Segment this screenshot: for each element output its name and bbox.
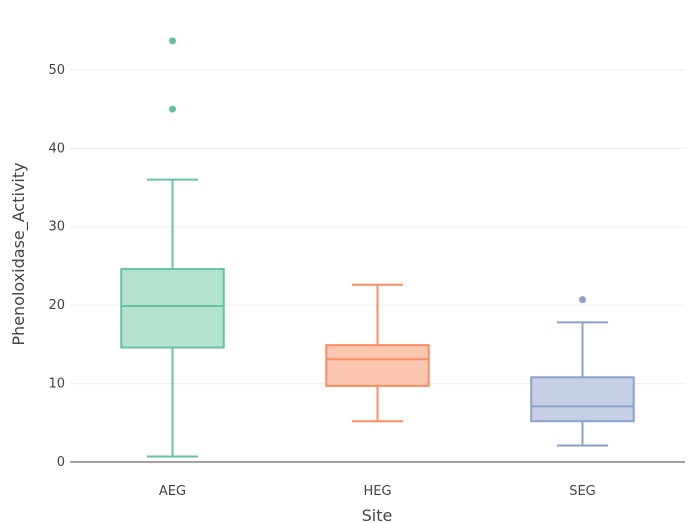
x-axis-ticks: AEG HEG SEG [159,484,596,499]
outlier-point-aeg-0 [169,105,176,113]
y-tick-label: 30 [48,220,65,235]
x-tick-label-aeg: AEG [159,484,186,499]
box-series [120,37,635,458]
y-tick-label: 50 [48,63,65,78]
iqr-box-aeg [120,268,225,349]
x-tick-label-seg: SEG [569,484,596,499]
iqr-box-heg [325,344,430,387]
x-axis-title: Site [362,506,393,523]
outlier-point-aeg-1 [169,37,176,45]
y-tick-label: 10 [48,377,65,392]
box-heg [325,283,430,423]
y-axis-ticks: 0 10 20 30 40 50 [48,63,65,470]
box-aeg [120,37,225,458]
y-tick-label: 20 [48,298,65,313]
y-tick-label: 40 [48,141,65,156]
iqr-box-seg [530,376,635,423]
x-tick-label-heg: HEG [363,484,391,499]
y-axis-title: Phenoloxidase_Activity [9,162,29,345]
outlier-point-seg-0 [579,296,586,304]
box-seg [530,296,635,447]
y-tick-label: 0 [57,455,65,470]
